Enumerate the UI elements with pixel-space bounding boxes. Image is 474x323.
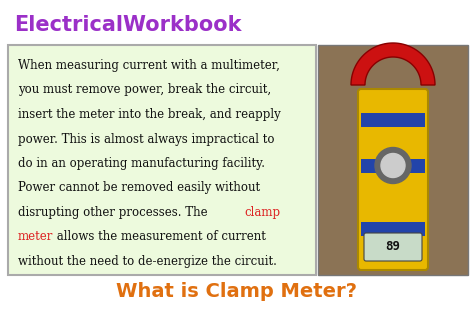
Text: Power cannot be removed easily without: Power cannot be removed easily without (18, 182, 260, 194)
FancyBboxPatch shape (8, 45, 316, 275)
FancyBboxPatch shape (361, 113, 425, 127)
Text: clamp: clamp (245, 206, 281, 219)
Circle shape (381, 153, 405, 178)
Text: without the need to de-energize the circuit.: without the need to de-energize the circ… (18, 255, 277, 268)
FancyBboxPatch shape (318, 45, 468, 275)
FancyBboxPatch shape (358, 89, 428, 270)
Text: meter: meter (18, 231, 54, 244)
Text: ElectricalWorkbook: ElectricalWorkbook (14, 15, 241, 35)
Text: do in an operating manufacturing facility.: do in an operating manufacturing facilit… (18, 157, 265, 170)
Text: 89: 89 (385, 241, 401, 254)
Text: disrupting other processes. The: disrupting other processes. The (18, 206, 211, 219)
Text: insert the meter into the break, and reapply: insert the meter into the break, and rea… (18, 108, 281, 121)
Text: you must remove power, break the circuit,: you must remove power, break the circuit… (18, 84, 271, 97)
Text: power. This is almost always impractical to: power. This is almost always impractical… (18, 132, 274, 145)
FancyBboxPatch shape (361, 222, 425, 235)
Text: allows the measurement of current: allows the measurement of current (54, 231, 266, 244)
FancyBboxPatch shape (364, 233, 422, 261)
FancyBboxPatch shape (361, 159, 425, 172)
Polygon shape (351, 43, 435, 85)
Text: When measuring current with a multimeter,: When measuring current with a multimeter… (18, 59, 280, 72)
Circle shape (375, 148, 411, 183)
Text: What is Clamp Meter?: What is Clamp Meter? (117, 282, 357, 301)
